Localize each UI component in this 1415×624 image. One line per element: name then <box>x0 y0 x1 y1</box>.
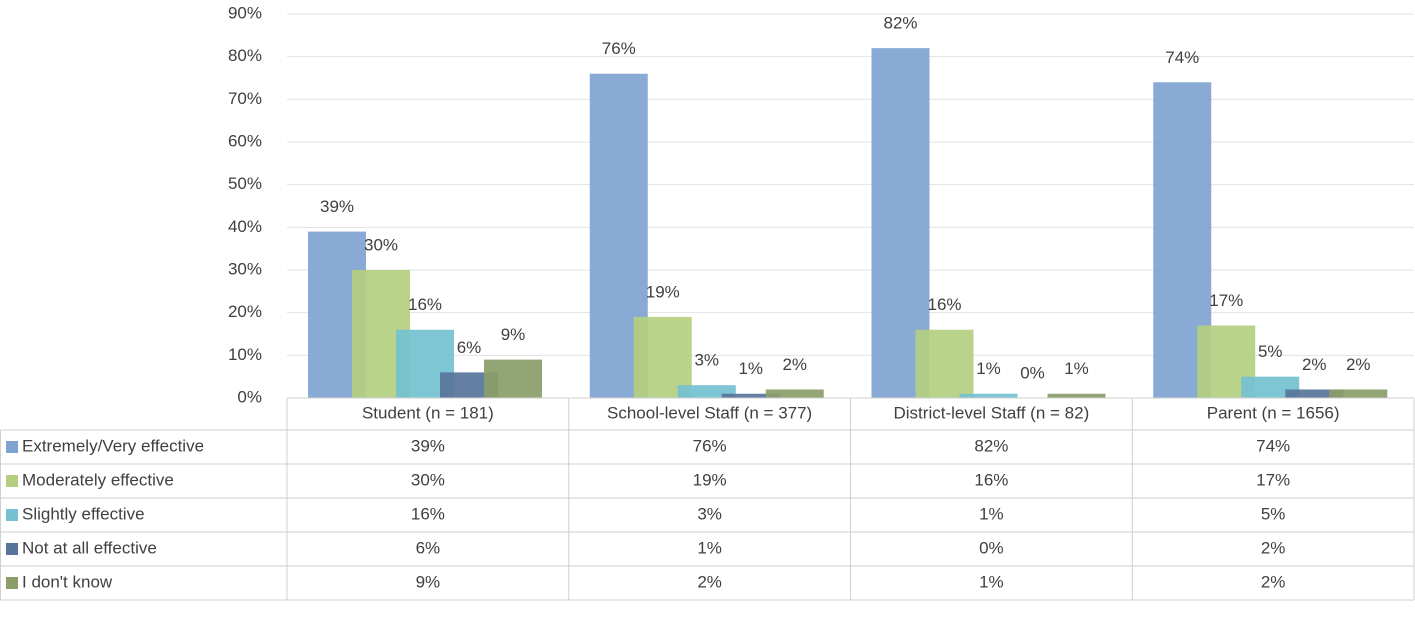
table-cell: 82% <box>974 436 1008 455</box>
value-label: 82% <box>883 14 917 33</box>
value-label: 2% <box>782 355 807 374</box>
value-label: 1% <box>1064 359 1089 378</box>
value-label: 3% <box>694 351 719 370</box>
table-cell: 9% <box>416 572 441 591</box>
table-cell: 6% <box>416 538 441 557</box>
value-label: 2% <box>1302 355 1327 374</box>
legend-label: Slightly effective <box>22 504 145 523</box>
legend-swatch <box>6 577 18 589</box>
x-tick-label: District-level Staff (n = 82) <box>894 403 1090 422</box>
table-cell: 0% <box>979 538 1004 557</box>
value-label: 30% <box>364 235 398 254</box>
bar <box>1285 389 1344 398</box>
value-label: 76% <box>602 39 636 58</box>
table-cell: 19% <box>693 470 727 489</box>
bar <box>1329 389 1388 398</box>
y-tick-label: 70% <box>228 89 262 108</box>
value-label: 5% <box>1258 342 1283 361</box>
y-tick-label: 60% <box>228 131 262 150</box>
table-cell: 17% <box>1256 470 1290 489</box>
table-cell: 76% <box>693 436 727 455</box>
x-tick-label: School-level Staff (n = 377) <box>607 403 812 422</box>
table-cell: 16% <box>411 504 445 523</box>
legend-label: Not at all effective <box>22 538 157 557</box>
legend-swatch <box>6 543 18 555</box>
value-label: 74% <box>1165 48 1199 67</box>
value-label: 9% <box>501 325 526 344</box>
y-tick-label: 0% <box>237 387 262 406</box>
table-cell: 2% <box>1261 538 1286 557</box>
bar <box>484 359 542 398</box>
table-cell: 30% <box>411 470 445 489</box>
value-label: 0% <box>1020 363 1045 382</box>
value-label: 19% <box>646 282 680 301</box>
legend-swatch <box>6 441 18 453</box>
bar <box>1047 393 1106 398</box>
table-cell: 74% <box>1256 436 1290 455</box>
y-tick-label: 10% <box>228 345 262 364</box>
bar <box>959 393 1018 398</box>
legend-swatch <box>6 475 18 487</box>
legend-label: Moderately effective <box>22 470 174 489</box>
value-label: 2% <box>1346 355 1371 374</box>
y-tick-label: 30% <box>228 259 262 278</box>
value-label: 1% <box>976 359 1001 378</box>
value-label: 1% <box>738 359 763 378</box>
table-cell: 1% <box>979 504 1004 523</box>
table-cell: 1% <box>979 572 1004 591</box>
table-cell: 16% <box>974 470 1008 489</box>
table-cell: 2% <box>697 572 722 591</box>
x-tick-label: Student (n = 181) <box>362 403 494 422</box>
y-tick-label: 90% <box>228 3 262 22</box>
table-cell: 3% <box>697 504 722 523</box>
legend-label: Extremely/Very effective <box>22 436 204 455</box>
table-cell: 39% <box>411 436 445 455</box>
bar <box>1241 376 1300 398</box>
bar <box>721 393 780 398</box>
bar <box>633 316 692 398</box>
legend-label: I don't know <box>22 572 113 591</box>
legend-swatch <box>6 509 18 521</box>
table-cell: 1% <box>697 538 722 557</box>
y-tick-label: 40% <box>228 217 262 236</box>
value-label: 16% <box>927 295 961 314</box>
y-tick-label: 50% <box>228 174 262 193</box>
x-tick-label: Parent (n = 1656) <box>1207 403 1340 422</box>
bar <box>915 329 974 398</box>
y-tick-label: 20% <box>228 302 262 321</box>
value-label: 17% <box>1209 291 1243 310</box>
table-cell: 2% <box>1261 572 1286 591</box>
bar <box>677 385 736 398</box>
value-label: 6% <box>457 338 482 357</box>
y-tick-label: 80% <box>228 46 262 65</box>
table-cell: 5% <box>1261 504 1286 523</box>
value-label: 39% <box>320 197 354 216</box>
value-label: 16% <box>408 295 442 314</box>
bar <box>765 389 824 398</box>
